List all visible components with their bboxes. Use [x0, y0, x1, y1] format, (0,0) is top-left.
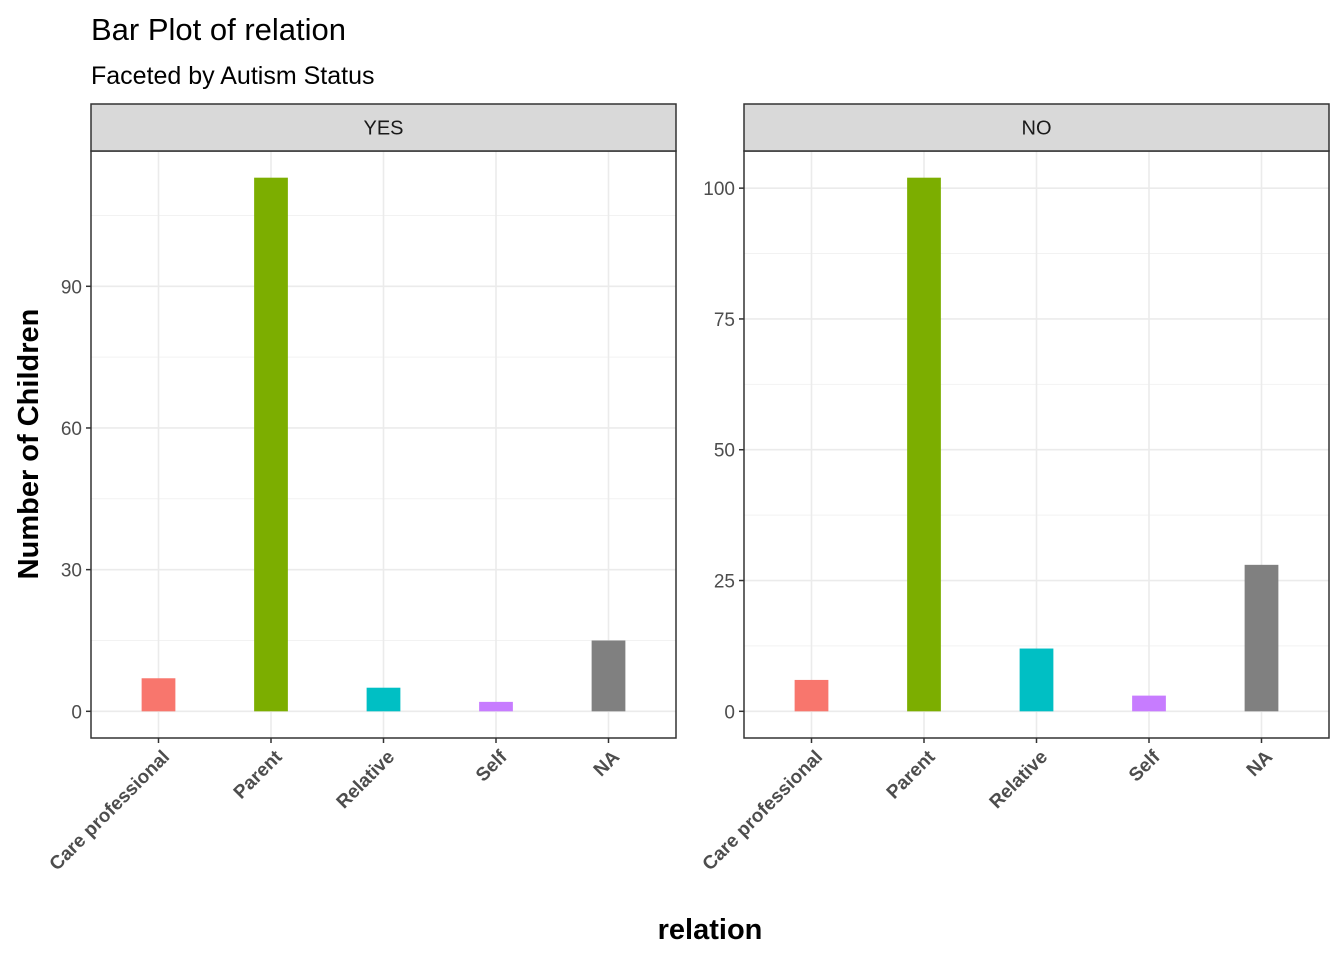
bar-na: [591, 640, 626, 712]
bar-parent: [254, 177, 288, 712]
y-tick-label: 60: [61, 419, 82, 440]
x-tick-label: Self: [472, 746, 512, 786]
bar-care-professional: [794, 679, 829, 712]
chart-title: Bar Plot of relation: [91, 12, 346, 47]
bar-na: [1244, 564, 1279, 712]
facet-strip: [90, 103, 677, 152]
y-axis-title: Number of Children: [13, 309, 45, 580]
bar-relative: [1019, 648, 1054, 712]
bar-care-professional: [141, 678, 176, 712]
facet-panels: YES 0 30 60 90 Care professional Parent Relativ…: [46, 103, 1330, 875]
y-tick-label: 30: [61, 561, 82, 582]
facet-strip-label: NO: [1022, 118, 1052, 140]
x-tick-label: NA: [590, 746, 624, 780]
x-tick-label: Care professional: [699, 747, 827, 875]
facet-panel-yes: YES 0 30 60 90 Care professional Parent Relativ…: [46, 103, 677, 875]
facet-panel-no: NO 0 25 50 75 100 Care professional Parent Relat…: [699, 103, 1330, 875]
y-tick-label: 90: [61, 277, 82, 298]
bar-parent: [907, 177, 941, 712]
x-tick-label: Parent: [230, 746, 287, 803]
x-tick-label: Relative: [333, 747, 399, 813]
bar-self: [479, 701, 513, 712]
y-tick-label: 75: [714, 310, 735, 331]
facet-strip-label: YES: [363, 118, 403, 140]
x-axis-title: relation: [658, 914, 763, 946]
y-tick-label: 100: [703, 179, 735, 200]
facet-strip: [743, 103, 1330, 152]
y-tick-label: 0: [724, 702, 735, 723]
y-tick-label: 50: [714, 441, 735, 462]
x-tick-label: Parent: [883, 746, 940, 803]
x-tick-label: Care professional: [46, 747, 174, 875]
y-tick-label: 25: [714, 572, 735, 593]
bar-relative: [366, 687, 401, 712]
chart-subtitle: Faceted by Autism Status: [91, 62, 374, 90]
x-tick-label: Relative: [986, 747, 1052, 813]
bar-self: [1132, 695, 1166, 712]
x-tick-label: NA: [1243, 746, 1277, 780]
y-tick-label: 0: [71, 702, 82, 723]
x-tick-label: Self: [1125, 746, 1165, 786]
